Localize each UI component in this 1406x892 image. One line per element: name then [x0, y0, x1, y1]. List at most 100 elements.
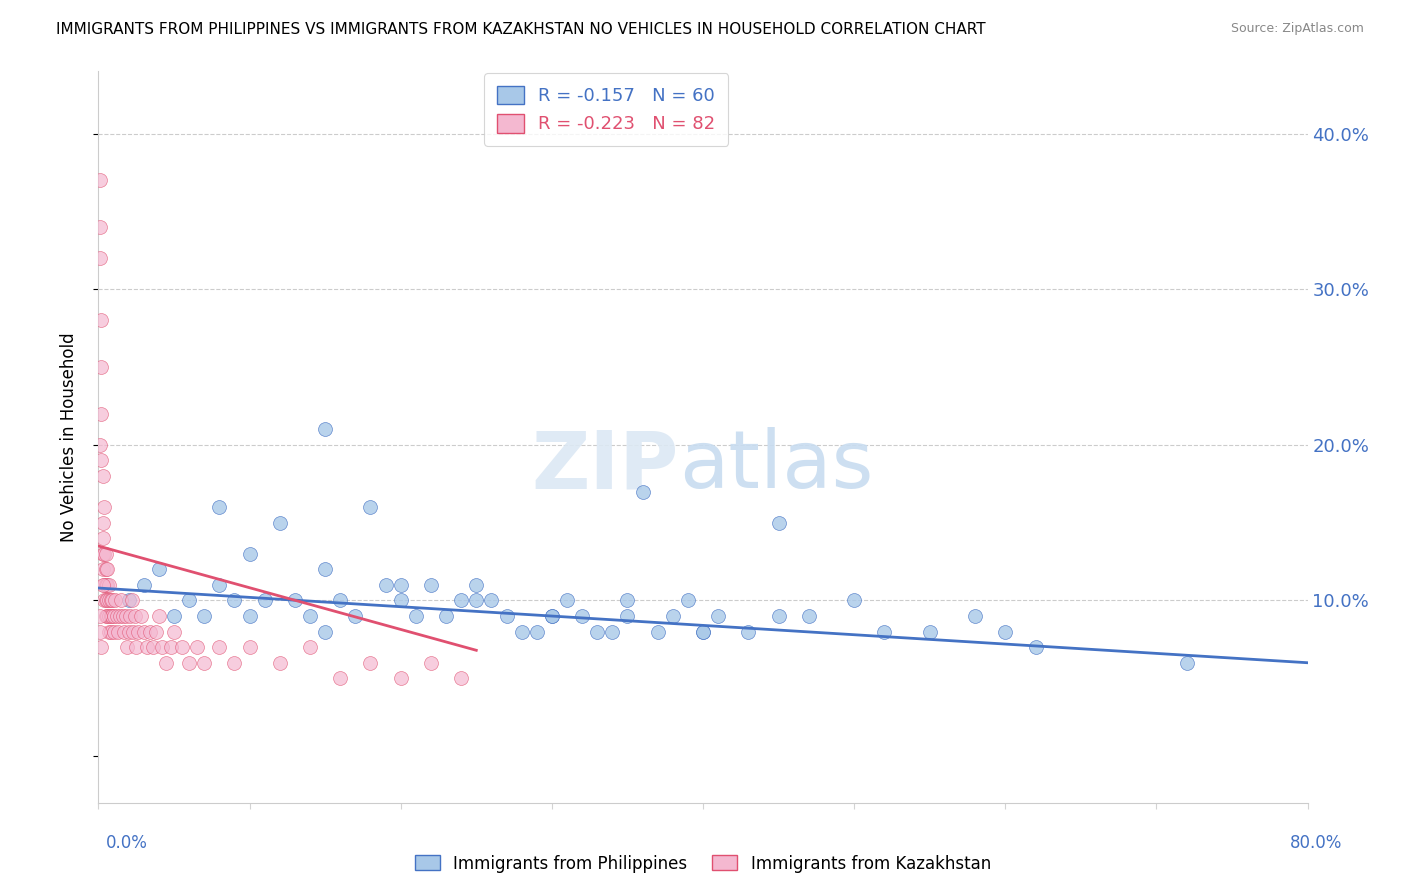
Point [224, 593, 246, 607]
Point [631, 484, 654, 499]
Point [101, 609, 124, 624]
Point [647, 624, 669, 639]
Point [148, 562, 170, 576]
Point [94, 593, 117, 607]
Point [120, 609, 142, 624]
Point [94, 609, 117, 624]
Point [450, 671, 472, 685]
Point [89, 219, 111, 234]
Point [94, 578, 117, 592]
Point [692, 624, 714, 639]
Point [127, 624, 149, 639]
Point [737, 624, 759, 639]
Point [616, 609, 638, 624]
Point [616, 593, 638, 607]
Point [1024, 640, 1046, 655]
Point [91, 516, 114, 530]
Point [118, 593, 141, 607]
Point [111, 609, 134, 624]
Point [107, 624, 129, 639]
Point [90, 359, 112, 374]
Point [208, 640, 231, 655]
Point [918, 624, 941, 639]
Point [239, 609, 262, 624]
Point [510, 624, 533, 639]
Point [540, 609, 562, 624]
Point [571, 609, 593, 624]
Point [90, 453, 112, 467]
Point [93, 593, 115, 607]
Point [100, 609, 122, 624]
Point [540, 609, 562, 624]
Point [405, 609, 427, 624]
Point [329, 671, 352, 685]
Point [1175, 656, 1198, 670]
Text: Source: ZipAtlas.com: Source: ZipAtlas.com [1230, 22, 1364, 36]
Point [115, 640, 138, 655]
Point [586, 624, 609, 639]
Point [108, 609, 131, 624]
Point [91, 578, 114, 592]
Y-axis label: No Vehicles in Household: No Vehicles in Household [59, 332, 77, 542]
Point [193, 656, 215, 670]
Point [155, 656, 177, 670]
Point [129, 609, 152, 624]
Point [163, 624, 186, 639]
Point [481, 593, 503, 607]
Point [96, 593, 118, 607]
Point [89, 609, 111, 624]
Point [100, 624, 122, 639]
Point [105, 609, 128, 624]
Point [93, 547, 115, 561]
Point [224, 656, 246, 670]
Point [170, 640, 193, 655]
Point [360, 500, 382, 515]
Point [142, 640, 165, 655]
Legend: R = -0.157   N = 60, R = -0.223   N = 82: R = -0.157 N = 60, R = -0.223 N = 82 [484, 73, 728, 146]
Point [91, 547, 114, 561]
Point [329, 593, 352, 607]
Point [139, 624, 162, 639]
Point [495, 609, 517, 624]
Point [239, 547, 262, 561]
Point [112, 624, 135, 639]
Point [132, 578, 155, 592]
Point [96, 609, 118, 624]
Point [314, 422, 336, 436]
Point [125, 640, 148, 655]
Point [160, 640, 183, 655]
Point [89, 173, 111, 187]
Point [98, 593, 121, 607]
Point [844, 593, 866, 607]
Point [98, 624, 121, 639]
Point [89, 438, 111, 452]
Point [555, 593, 578, 607]
Point [284, 593, 307, 607]
Point [89, 624, 111, 639]
Point [118, 624, 141, 639]
Point [389, 578, 412, 592]
Point [114, 609, 136, 624]
Point [239, 640, 262, 655]
Point [98, 578, 121, 592]
Point [163, 609, 186, 624]
Point [208, 578, 231, 592]
Point [420, 656, 443, 670]
Point [434, 609, 457, 624]
Point [450, 593, 472, 607]
Point [676, 593, 699, 607]
Point [110, 593, 132, 607]
Point [344, 609, 367, 624]
Point [94, 562, 117, 576]
Point [965, 609, 987, 624]
Point [374, 578, 396, 592]
Point [179, 593, 201, 607]
Text: atlas: atlas [679, 427, 873, 506]
Point [98, 609, 121, 624]
Point [145, 624, 167, 639]
Point [91, 531, 114, 545]
Point [100, 593, 122, 607]
Point [90, 313, 112, 327]
Legend: Immigrants from Philippines, Immigrants from Kazakhstan: Immigrants from Philippines, Immigrants … [408, 848, 998, 880]
Point [360, 656, 382, 670]
